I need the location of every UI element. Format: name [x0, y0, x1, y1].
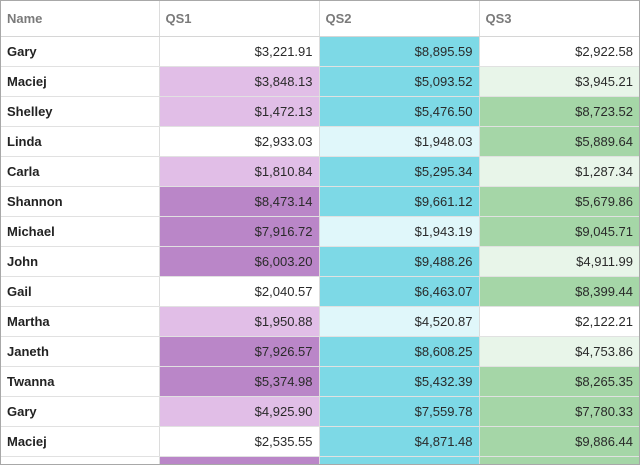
cell-qs1[interactable]: $8,473.14 — [159, 186, 320, 217]
cell-qs2[interactable]: $7,559.78 — [319, 396, 480, 427]
table-row[interactable] — [1, 456, 639, 464]
cell-qs1[interactable]: $1,810.84 — [159, 156, 320, 187]
column-header-qs1[interactable]: QS1 — [159, 1, 320, 37]
table-row[interactable]: Gail $2,040.57 $6,463.07 $8,399.44 — [1, 276, 639, 307]
cell-qs1[interactable]: $5,374.98 — [159, 366, 320, 397]
cell-qs2[interactable]: $5,295.34 — [319, 156, 480, 187]
cell-name[interactable]: Maciej — [1, 426, 160, 457]
cell-qs3[interactable]: $8,265.35 — [479, 366, 639, 397]
table-row[interactable]: Twanna $5,374.98 $5,432.39 $8,265.35 — [1, 366, 639, 397]
cell-qs3[interactable]: $3,945.21 — [479, 66, 639, 97]
cell-name[interactable]: Gail — [1, 276, 160, 307]
cell-qs1[interactable]: $7,926.57 — [159, 336, 320, 367]
cell-name[interactable]: Shelley — [1, 96, 160, 127]
column-header-qs2[interactable]: QS2 — [319, 1, 480, 37]
table-row[interactable]: Shelley $1,472.13 $5,476.50 $8,723.52 — [1, 96, 639, 127]
cell-qs2[interactable] — [319, 456, 480, 464]
cell-qs3[interactable]: $5,679.86 — [479, 186, 639, 217]
cell-name[interactable] — [1, 456, 160, 464]
cell-qs2[interactable]: $9,488.26 — [319, 246, 480, 277]
cell-qs2[interactable]: $5,476.50 — [319, 96, 480, 127]
cell-name[interactable]: Shannon — [1, 186, 160, 217]
table-row[interactable]: John $6,003.20 $9,488.26 $4,911.99 — [1, 246, 639, 277]
cell-qs2[interactable]: $9,661.12 — [319, 186, 480, 217]
cell-qs2[interactable]: $5,432.39 — [319, 366, 480, 397]
table-row[interactable]: Martha $1,950.88 $4,520.87 $2,122.21 — [1, 306, 639, 337]
cell-qs1[interactable] — [159, 456, 320, 464]
table-row[interactable]: Janeth $7,926.57 $8,608.25 $4,753.86 — [1, 336, 639, 367]
cell-qs3[interactable]: $1,287.34 — [479, 156, 639, 187]
cell-name[interactable]: Carla — [1, 156, 160, 187]
table-row[interactable]: Gary $4,925.90 $7,559.78 $7,780.33 — [1, 396, 639, 427]
column-header-qs3[interactable]: QS3 — [479, 1, 639, 37]
cell-qs3[interactable]: $8,723.52 — [479, 96, 639, 127]
header-row: Name QS1 QS2 QS3 — [1, 1, 639, 37]
cell-qs1[interactable]: $2,040.57 — [159, 276, 320, 307]
table-row[interactable]: Gary $3,221.91 $8,895.59 $2,922.58 — [1, 36, 639, 67]
cell-name[interactable]: Gary — [1, 396, 160, 427]
cell-name[interactable]: Gary — [1, 36, 160, 67]
cell-qs2[interactable]: $5,093.52 — [319, 66, 480, 97]
cell-qs2[interactable]: $1,948.03 — [319, 126, 480, 157]
cell-name[interactable]: Linda — [1, 126, 160, 157]
cell-qs2[interactable]: $8,608.25 — [319, 336, 480, 367]
cell-qs3[interactable]: $9,886.44 — [479, 426, 639, 457]
cell-name[interactable]: Michael — [1, 216, 160, 247]
cell-qs2[interactable]: $8,895.59 — [319, 36, 480, 67]
cell-qs3[interactable]: $8,399.44 — [479, 276, 639, 307]
cell-qs2[interactable]: $4,520.87 — [319, 306, 480, 337]
cell-qs3[interactable]: $2,922.58 — [479, 36, 639, 67]
cell-name[interactable]: Martha — [1, 306, 160, 337]
cell-qs3[interactable]: $7,780.33 — [479, 396, 639, 427]
table-row[interactable]: Michael $7,916.72 $1,943.19 $9,045.71 — [1, 216, 639, 247]
cell-name[interactable]: Janeth — [1, 336, 160, 367]
cell-qs1[interactable]: $1,472.13 — [159, 96, 320, 127]
cell-qs1[interactable]: $7,916.72 — [159, 216, 320, 247]
cell-qs3[interactable]: $5,889.64 — [479, 126, 639, 157]
table-row[interactable]: Maciej $3,848.13 $5,093.52 $3,945.21 — [1, 66, 639, 97]
table-row[interactable]: Linda $2,933.03 $1,948.03 $5,889.64 — [1, 126, 639, 157]
cell-qs2[interactable]: $4,871.48 — [319, 426, 480, 457]
cell-qs3[interactable] — [479, 456, 639, 464]
cell-qs3[interactable]: $2,122.21 — [479, 306, 639, 337]
cell-name[interactable]: John — [1, 246, 160, 277]
cell-qs1[interactable]: $3,848.13 — [159, 66, 320, 97]
cell-qs2[interactable]: $6,463.07 — [319, 276, 480, 307]
cell-name[interactable]: Maciej — [1, 66, 160, 97]
cell-qs3[interactable]: $4,911.99 — [479, 246, 639, 277]
cell-qs3[interactable]: $9,045.71 — [479, 216, 639, 247]
cell-qs1[interactable]: $2,535.55 — [159, 426, 320, 457]
cell-qs1[interactable]: $1,950.88 — [159, 306, 320, 337]
cell-qs2[interactable]: $1,943.19 — [319, 216, 480, 247]
cell-qs1[interactable]: $6,003.20 — [159, 246, 320, 277]
table-row[interactable]: Maciej $2,535.55 $4,871.48 $9,886.44 — [1, 426, 639, 457]
cell-qs3[interactable]: $4,753.86 — [479, 336, 639, 367]
column-header-name[interactable]: Name — [1, 1, 160, 37]
table-row[interactable]: Carla $1,810.84 $5,295.34 $1,287.34 — [1, 156, 639, 187]
cell-name[interactable]: Twanna — [1, 366, 160, 397]
cell-qs1[interactable]: $3,221.91 — [159, 36, 320, 67]
cell-qs1[interactable]: $4,925.90 — [159, 396, 320, 427]
table-row[interactable]: Shannon $8,473.14 $9,661.12 $5,679.86 — [1, 186, 639, 217]
cell-qs1[interactable]: $2,933.03 — [159, 126, 320, 157]
